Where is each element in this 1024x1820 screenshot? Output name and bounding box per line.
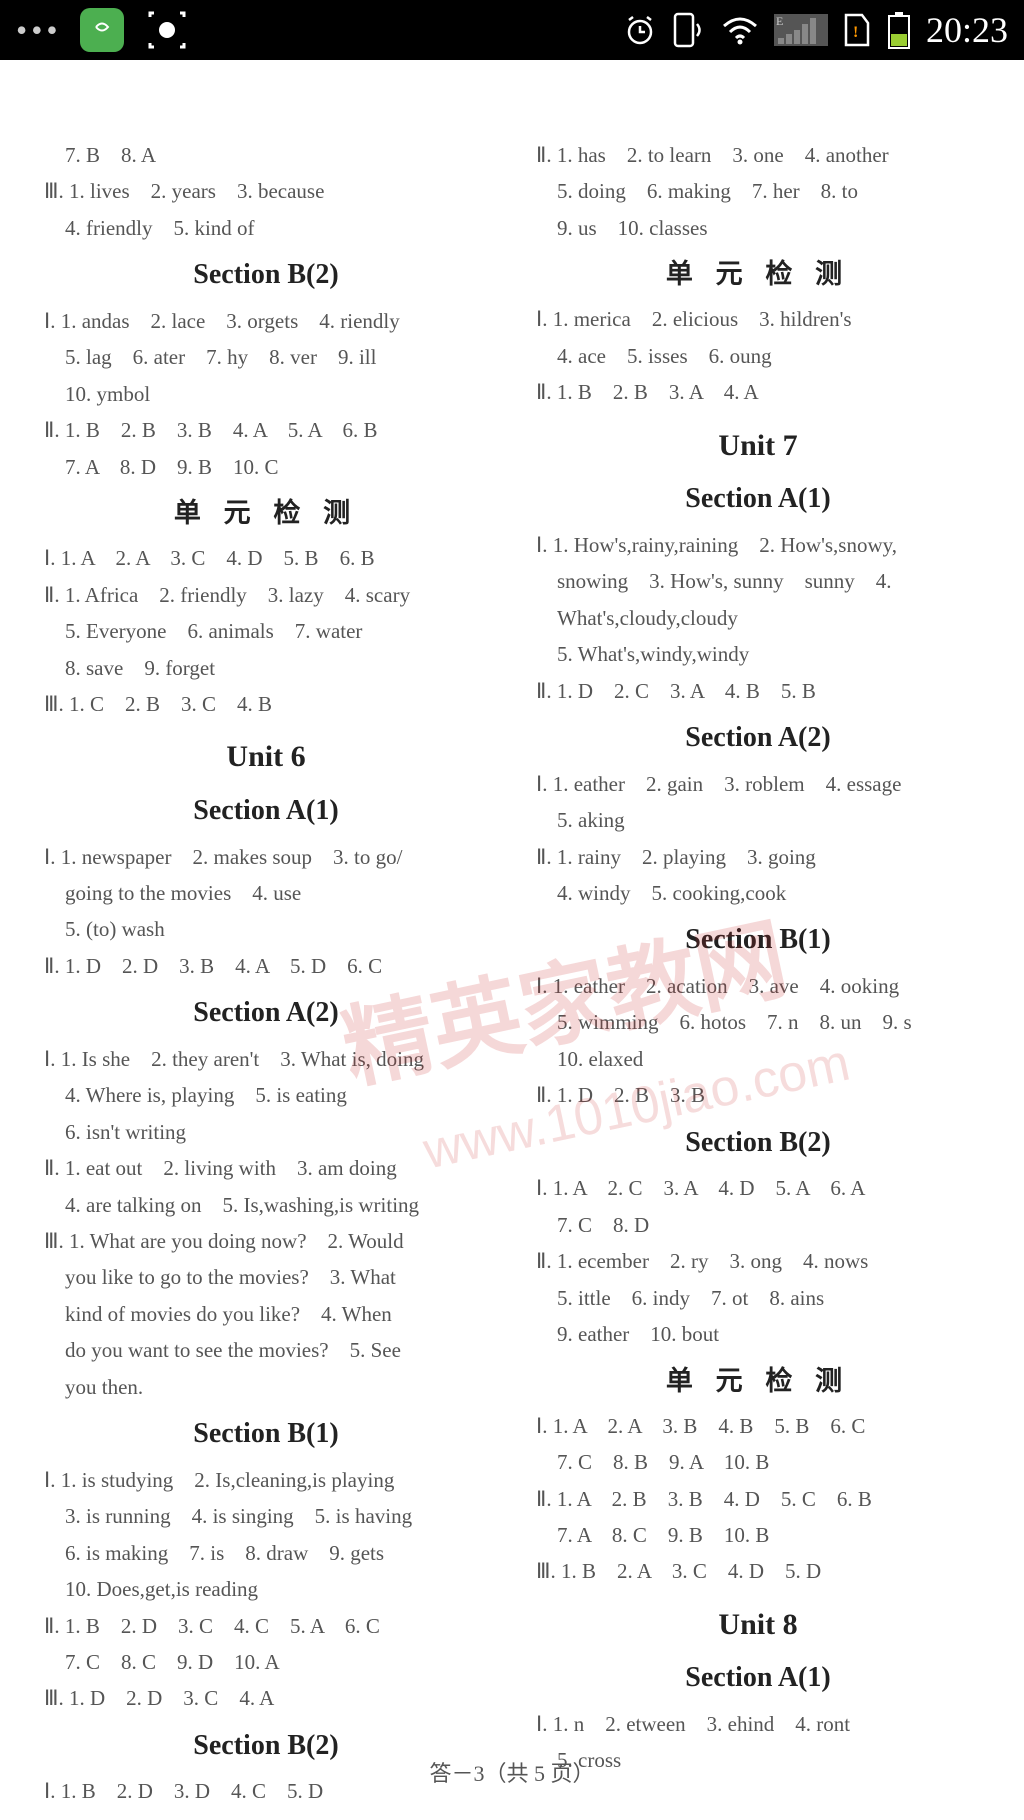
section-heading: 单 元 检 测 <box>522 255 994 294</box>
columns: 7. B 8. A Ⅲ. 1. lives 2. years 3. becaus… <box>30 140 994 1813</box>
app-icon[interactable] <box>80 8 124 52</box>
right-column: Ⅱ. 1. has 2. to learn 3. one 4. another … <box>522 140 994 1813</box>
text-line: you then. <box>74 1372 502 1402</box>
text-line: 7. C 8. B 9. A 10. B <box>566 1447 994 1477</box>
text-line: 5. aking <box>566 805 994 835</box>
text-line: Ⅰ. 1. n 2. etween 3. ehind 4. ront <box>566 1709 994 1739</box>
text-line: Ⅰ. 1. newspaper 2. makes soup 3. to go/ <box>74 842 502 872</box>
text-line: 10. elaxed <box>566 1044 994 1074</box>
text-line: Ⅱ. 1. rainy 2. playing 3. going <box>566 842 994 872</box>
text-line: Ⅱ. 1. D 2. D 3. B 4. A 5. D 6. C <box>74 951 502 981</box>
text-line: 3. is running 4. is singing 5. is having <box>74 1501 502 1531</box>
text-line: Ⅱ. 1. D 2. C 3. A 4. B 5. B <box>566 676 994 706</box>
text-line: Ⅱ. 1. D 2. B 3. B <box>566 1080 994 1110</box>
text-line: Ⅲ. 1. lives 2. years 3. because <box>74 176 502 206</box>
text-line: 5. Everyone 6. animals 7. water <box>74 616 502 646</box>
text-line: you like to go to the movies? 3. What <box>74 1262 502 1292</box>
signal-label: E <box>776 14 783 29</box>
section-heading: Section B(2) <box>522 1123 994 1164</box>
text-line: Ⅰ. 1. eather 2. gain 3. roblem 4. essage <box>566 769 994 799</box>
text-line: Ⅲ. 1. B 2. A 3. C 4. D 5. D <box>566 1556 994 1586</box>
section-heading: Section B(1) <box>522 920 994 961</box>
text-line: kind of movies do you like? 4. When <box>74 1299 502 1329</box>
text-line: What's,cloudy,cloudy <box>566 603 994 633</box>
text-line: do you want to see the movies? 5. See <box>74 1335 502 1365</box>
text-line: Ⅱ. 1. B 2. B 3. A 4. A <box>566 377 994 407</box>
section-heading: Section A(2) <box>30 993 502 1034</box>
text-line: 5. wimming 6. hotos 7. n 8. un 9. s <box>566 1007 994 1037</box>
alarm-icon <box>622 12 658 48</box>
section-heading: Section A(2) <box>522 718 994 759</box>
text-line: Ⅲ. 1. What are you doing now? 2. Would <box>74 1226 502 1256</box>
text-line: Ⅰ. 1. A 2. C 3. A 4. D 5. A 6. A <box>566 1173 994 1203</box>
text-line: 8. save 9. forget <box>74 653 502 683</box>
section-heading: Section A(1) <box>30 791 502 832</box>
text-line: Ⅱ. 1. has 2. to learn 3. one 4. another <box>566 140 994 170</box>
text-line: 10. ymbol <box>74 379 502 409</box>
text-line: 4. friendly 5. kind of <box>74 213 502 243</box>
wifi-icon <box>720 14 760 46</box>
page-footer: 答－3（共 5 页） <box>0 1758 1024 1790</box>
status-bar: ••• E ! <box>0 0 1024 60</box>
unit-heading: Unit 8 <box>522 1603 994 1647</box>
text-line: 6. isn't writing <box>74 1117 502 1147</box>
text-line: Ⅲ. 1. C 2. B 3. C 4. B <box>74 689 502 719</box>
section-heading: Section B(1) <box>30 1414 502 1455</box>
text-line: Ⅰ. 1. Is she 2. they aren't 3. What is, … <box>74 1044 502 1074</box>
text-line: 5. What's,windy,windy <box>566 639 994 669</box>
battery-icon <box>886 10 912 50</box>
section-heading: Section B(2) <box>30 255 502 296</box>
section-heading: 单 元 检 测 <box>522 1362 994 1401</box>
text-line: 4. are talking on 5. Is,washing,is writi… <box>74 1190 502 1220</box>
text-line: 4. ace 5. isses 6. oung <box>566 341 994 371</box>
text-line: Ⅰ. 1. is studying 2. Is,cleaning,is play… <box>74 1465 502 1495</box>
text-line: Ⅰ. 1. eather 2. acation 3. ave 4. ooking <box>566 971 994 1001</box>
text-line: 7. B 8. A <box>74 140 502 170</box>
document-page: 精英家教网 www.1010jiao.com 7. B 8. A Ⅲ. 1. l… <box>0 60 1024 1820</box>
text-line: Ⅱ. 1. eat out 2. living with 3. am doing <box>74 1153 502 1183</box>
text-line: Ⅱ. 1. A 2. B 3. B 4. D 5. C 6. B <box>566 1484 994 1514</box>
text-line: Ⅰ. 1. merica 2. elicious 3. hildren's <box>566 304 994 334</box>
text-line: Ⅱ. 1. B 2. D 3. C 4. C 5. A 6. C <box>74 1611 502 1641</box>
text-line: Ⅱ. 1. Africa 2. friendly 3. lazy 4. scar… <box>74 580 502 610</box>
text-line: 4. Where is, playing 5. is eating <box>74 1080 502 1110</box>
text-line: Ⅰ. 1. A 2. A 3. B 4. B 5. B 6. C <box>566 1411 994 1441</box>
status-left: ••• <box>16 5 192 55</box>
text-line: Ⅰ. 1. A 2. A 3. C 4. D 5. B 6. B <box>74 543 502 573</box>
sim-icon: ! <box>842 11 872 49</box>
text-line: Ⅰ. 1. How's,rainy,raining 2. How's,snowy… <box>566 530 994 560</box>
text-line: snowing 3. How's, sunny sunny 4. <box>566 566 994 596</box>
text-line: going to the movies 4. use <box>74 878 502 908</box>
text-line: 5. (to) wash <box>74 914 502 944</box>
unit-heading: Unit 7 <box>522 424 994 468</box>
text-line: 7. C 8. D <box>566 1210 994 1240</box>
text-line: 6. is making 7. is 8. draw 9. gets <box>74 1538 502 1568</box>
clock-time: 20:23 <box>926 9 1008 51</box>
text-line: 7. A 8. D 9. B 10. C <box>74 452 502 482</box>
section-heading: Section A(1) <box>522 1658 994 1699</box>
text-line: 9. eather 10. bout <box>566 1319 994 1349</box>
signal-icon: E <box>774 14 828 46</box>
text-line: Ⅱ. 1. B 2. B 3. B 4. A 5. A 6. B <box>74 415 502 445</box>
text-line: 10. Does,get,is reading <box>74 1574 502 1604</box>
text-line: Ⅱ. 1. ecember 2. ry 3. ong 4. nows <box>566 1246 994 1276</box>
text-line: Ⅰ. 1. andas 2. lace 3. orgets 4. riendly <box>74 306 502 336</box>
text-line: 5. lag 6. ater 7. hy 8. ver 9. ill <box>74 342 502 372</box>
status-right: E ! 20:23 <box>622 9 1008 51</box>
text-line: 7. A 8. C 9. B 10. B <box>566 1520 994 1550</box>
left-column: 7. B 8. A Ⅲ. 1. lives 2. years 3. becaus… <box>30 140 502 1813</box>
text-line: 5. doing 6. making 7. her 8. to <box>566 176 994 206</box>
text-line: 7. C 8. C 9. D 10. A <box>74 1647 502 1677</box>
menu-dots-icon[interactable]: ••• <box>16 12 62 49</box>
text-line: 9. us 10. classes <box>566 213 994 243</box>
text-line: 5. ittle 6. indy 7. ot 8. ains <box>566 1283 994 1313</box>
camera-icon[interactable] <box>142 5 192 55</box>
text-line: 4. windy 5. cooking,cook <box>566 878 994 908</box>
section-heading: 单 元 检 测 <box>30 494 502 533</box>
unit-heading: Unit 6 <box>30 735 502 779</box>
svg-text:!: ! <box>853 24 858 41</box>
phone-speaker-icon <box>672 10 706 50</box>
section-heading: Section A(1) <box>522 479 994 520</box>
text-line: Ⅲ. 1. D 2. D 3. C 4. A <box>74 1683 502 1713</box>
